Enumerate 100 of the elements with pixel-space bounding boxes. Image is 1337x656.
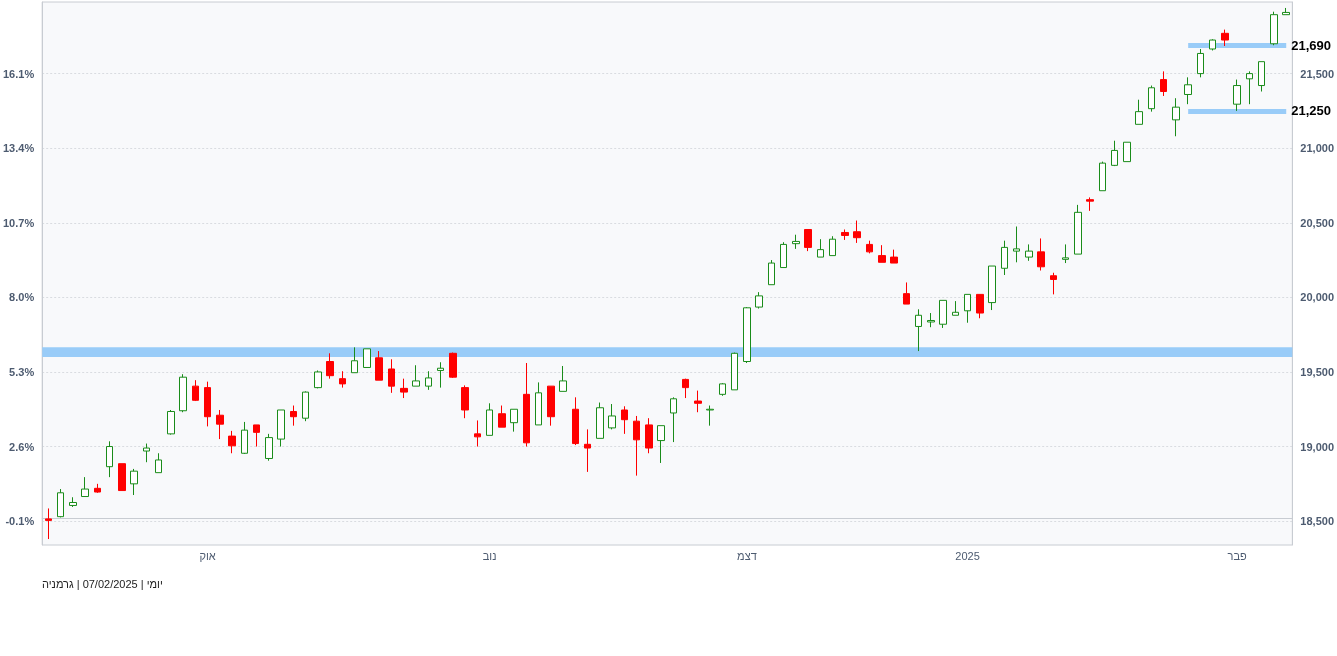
candlestick [645, 417, 653, 454]
candlestick [143, 443, 150, 463]
candlestick [1233, 79, 1241, 112]
candlestick [400, 378, 408, 399]
candlestick [670, 396, 677, 443]
y-tick-label: 21,500 [1300, 67, 1335, 80]
candlestick [535, 381, 542, 426]
candlestick [326, 352, 334, 380]
candlestick [633, 415, 640, 477]
candlestick [1246, 70, 1253, 105]
candlestick [1258, 61, 1265, 93]
candlestick [1123, 141, 1131, 163]
x-tick-label: אוק [199, 549, 216, 562]
candlestick [1184, 76, 1192, 105]
candlestick [1160, 70, 1167, 97]
y-tick-label: 19,000 [1300, 440, 1335, 453]
candlestick [878, 244, 886, 263]
candlestick [559, 365, 567, 392]
candlestick [976, 293, 984, 319]
candlestick [302, 390, 309, 422]
candlestick [853, 220, 861, 244]
candlestick [841, 228, 849, 241]
candlestick [228, 430, 236, 454]
candlestick [1025, 243, 1033, 262]
ref-line-label: 21,250 [1291, 103, 1331, 119]
candlestick [804, 228, 812, 252]
candlestick [1197, 48, 1204, 78]
candlestick [817, 238, 824, 258]
candlestick [45, 507, 52, 540]
candlestick [657, 425, 665, 464]
candlestick [731, 352, 738, 391]
y2-tick-label: 10.7% [2, 216, 35, 229]
candlestick [1086, 196, 1094, 212]
candlestick [167, 409, 175, 436]
candlestick [939, 299, 947, 329]
candlestick [1148, 85, 1155, 113]
candlestick [1001, 240, 1008, 276]
candlestick [621, 405, 628, 435]
candlestick [412, 364, 420, 387]
candlestick [1037, 237, 1045, 272]
candlestick [486, 402, 493, 436]
candlestick [964, 293, 971, 324]
candlestick [375, 350, 383, 381]
text: יומי | 07/02/2025 | גרמניה [42, 577, 163, 590]
candlestick [363, 348, 371, 368]
candlestick [1209, 38, 1216, 51]
candlestick [1172, 97, 1180, 137]
candlestick [903, 281, 910, 305]
candlestick [927, 312, 935, 328]
candlestick [988, 265, 996, 311]
y2-tick-label: 8.0% [9, 291, 35, 304]
candlestick [596, 402, 604, 439]
candlestick [572, 396, 579, 446]
candlestick [241, 421, 248, 455]
candlestick [866, 240, 873, 254]
candlestick [682, 378, 689, 399]
y-tick-label: 21,000 [1300, 142, 1335, 155]
candlestick [461, 384, 469, 419]
candlestick [1062, 243, 1069, 264]
candlestick [706, 405, 714, 427]
candlestick [474, 419, 481, 448]
candlestick [314, 369, 322, 389]
candlestick [437, 361, 444, 389]
candlestick [94, 483, 101, 494]
candlestick [755, 291, 763, 310]
candlestick [106, 440, 113, 478]
candlestick [277, 409, 285, 448]
candlestick [915, 308, 922, 352]
candlestick [1050, 272, 1057, 295]
candlestick [155, 452, 162, 474]
candlestick [498, 405, 506, 428]
candlestick [449, 352, 457, 379]
candlestick [339, 370, 346, 389]
candlestick [179, 373, 187, 413]
candlestick [1013, 226, 1020, 263]
candlestick [81, 476, 89, 498]
candlestick [1111, 140, 1118, 167]
candlestick [608, 403, 616, 430]
candlestick [265, 433, 273, 462]
candlestick [69, 496, 77, 508]
y2-tick-label: -0.1% [5, 515, 35, 528]
candlestick [694, 390, 702, 413]
candlestick [425, 370, 432, 391]
candlestick [130, 468, 138, 496]
candlestick [192, 379, 199, 402]
y2-tick-label: 5.3% [9, 366, 35, 379]
candlestick [890, 249, 898, 264]
candlestick [523, 362, 530, 448]
candlestick [216, 409, 224, 440]
x-tick-label: פבר [1227, 549, 1248, 562]
candlestick [584, 428, 591, 473]
candlestick [719, 382, 726, 397]
x-tick-label: נוב [482, 549, 497, 562]
candlestick [351, 346, 358, 374]
y2-tick-label: 2.6% [9, 440, 35, 453]
y-tick-label: 18,500 [1300, 515, 1335, 528]
candlestick [204, 381, 211, 427]
y2-tick-label: 16.1% [2, 67, 35, 80]
candlestick [792, 234, 800, 250]
ref-line-label: 21,690 [1291, 37, 1331, 53]
